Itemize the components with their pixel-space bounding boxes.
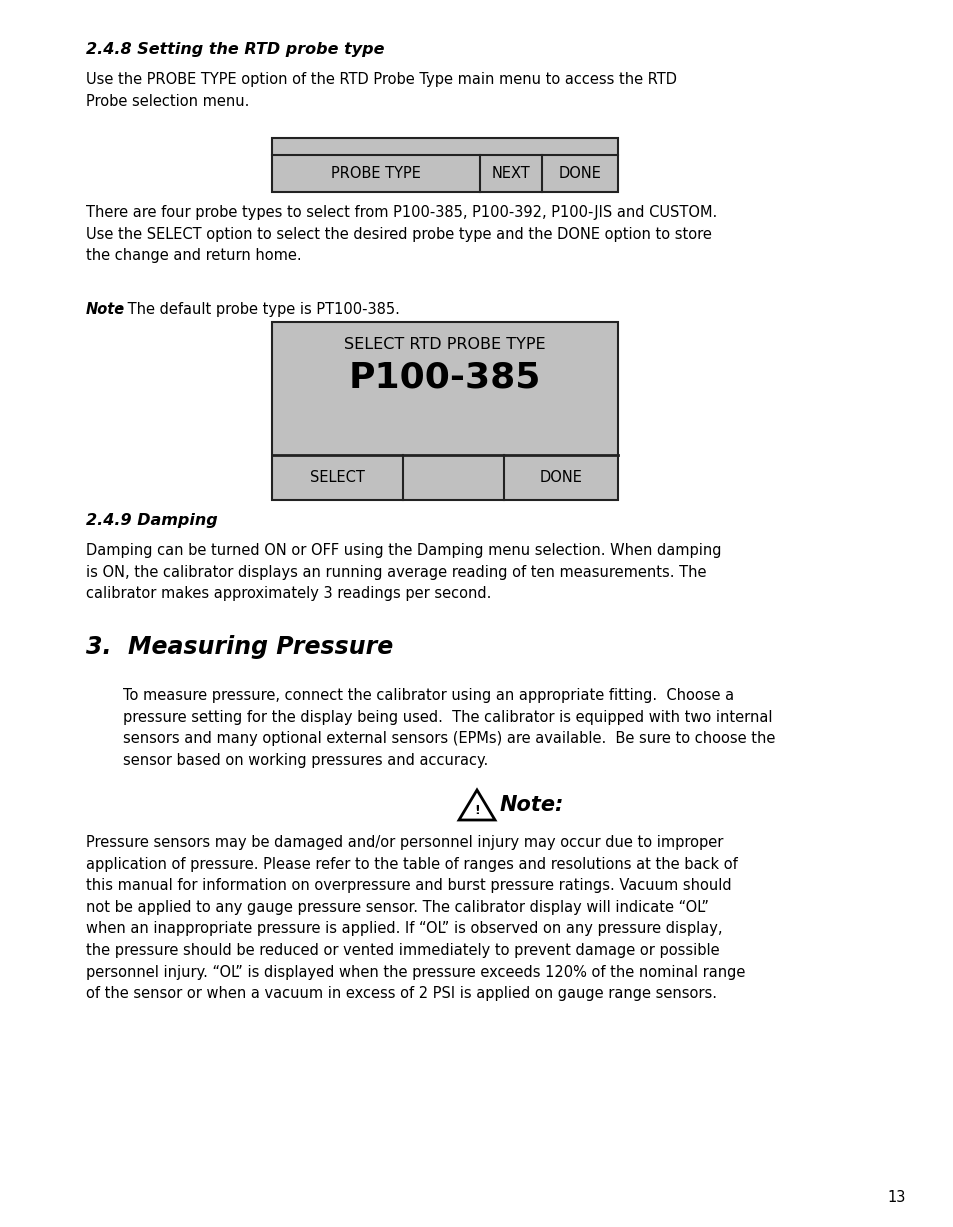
Text: 13: 13 (886, 1190, 905, 1205)
Text: Note:: Note: (499, 795, 564, 815)
Text: 2.4.8 Setting the RTD probe type: 2.4.8 Setting the RTD probe type (86, 42, 384, 56)
Text: Damping can be turned ON or OFF using the Damping menu selection. When damping
i: Damping can be turned ON or OFF using th… (86, 544, 720, 601)
Text: There are four probe types to select from P100-385, P100-392, P100-JIS and CUSTO: There are four probe types to select fro… (86, 205, 717, 264)
Text: NEXT: NEXT (491, 166, 530, 182)
Text: : The default probe type is PT100-385.: : The default probe type is PT100-385. (118, 302, 399, 317)
Text: !: ! (474, 805, 479, 817)
Text: DONE: DONE (538, 470, 581, 485)
Text: SELECT: SELECT (310, 470, 365, 485)
Text: Pressure sensors may be damaged and/or personnel injury may occur due to imprope: Pressure sensors may be damaged and/or p… (86, 836, 744, 1001)
Text: DONE: DONE (558, 166, 600, 182)
FancyBboxPatch shape (272, 321, 618, 499)
Text: 2.4.9 Damping: 2.4.9 Damping (86, 513, 217, 528)
FancyBboxPatch shape (272, 137, 618, 191)
Text: 3.  Measuring Pressure: 3. Measuring Pressure (86, 636, 393, 659)
Text: Note: Note (86, 302, 125, 317)
Text: SELECT RTD PROBE TYPE: SELECT RTD PROBE TYPE (344, 337, 545, 352)
Text: Use the PROBE TYPE option of the RTD Probe Type main menu to access the RTD
Prob: Use the PROBE TYPE option of the RTD Pro… (86, 72, 677, 109)
Text: To measure pressure, connect the calibrator using an appropriate fitting.  Choos: To measure pressure, connect the calibra… (123, 688, 775, 768)
Text: P100-385: P100-385 (349, 360, 540, 394)
Text: PROBE TYPE: PROBE TYPE (331, 166, 420, 182)
